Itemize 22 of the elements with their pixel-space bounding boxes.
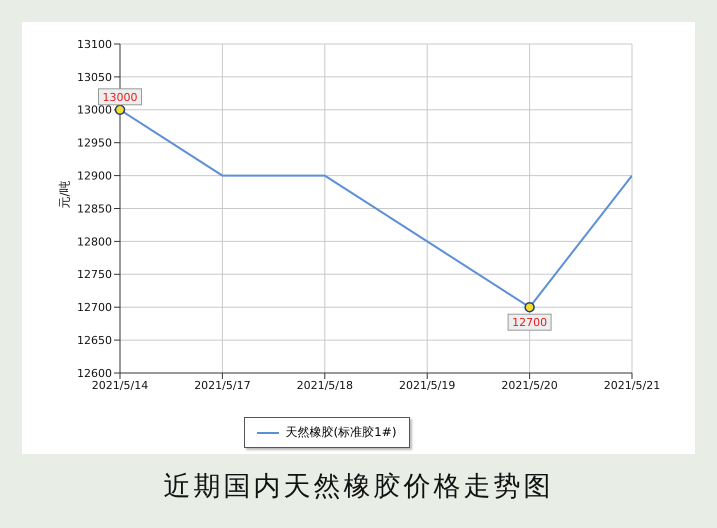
y-tick-label: 13100 (77, 38, 112, 51)
y-tick-label: 12800 (77, 235, 112, 248)
x-tick-label: 2021/5/14 (92, 378, 148, 392)
legend-label: 天然橡胶(标准胶1#) (285, 424, 397, 441)
x-tick-label: 2021/5/20 (501, 378, 558, 392)
x-tick-label: 2021/5/18 (296, 378, 354, 392)
x-tick-label: 2021/5/19 (398, 378, 456, 392)
y-tick-label: 12900 (77, 170, 112, 183)
y-axis-title: 元/吨 (57, 180, 72, 208)
y-tick-label: 12850 (77, 202, 112, 216)
x-tick-label: 2021/5/17 (194, 378, 251, 392)
y-tick-label: 12600 (77, 366, 112, 380)
y-tick-label: 12700 (77, 301, 112, 314)
data-label: 13000 (102, 90, 138, 104)
y-tick-label: 12950 (77, 136, 112, 150)
data-label: 12700 (512, 316, 548, 330)
y-tick-label: 12750 (77, 268, 112, 282)
x-tick-label: 2021/5/21 (604, 378, 660, 392)
text: 近期国内天然橡胶价格走势图 (162, 470, 554, 504)
y-tick-label: 13050 (77, 70, 112, 84)
y-tick-label: 12650 (77, 334, 112, 348)
y-tick-label: 13000 (77, 104, 112, 117)
